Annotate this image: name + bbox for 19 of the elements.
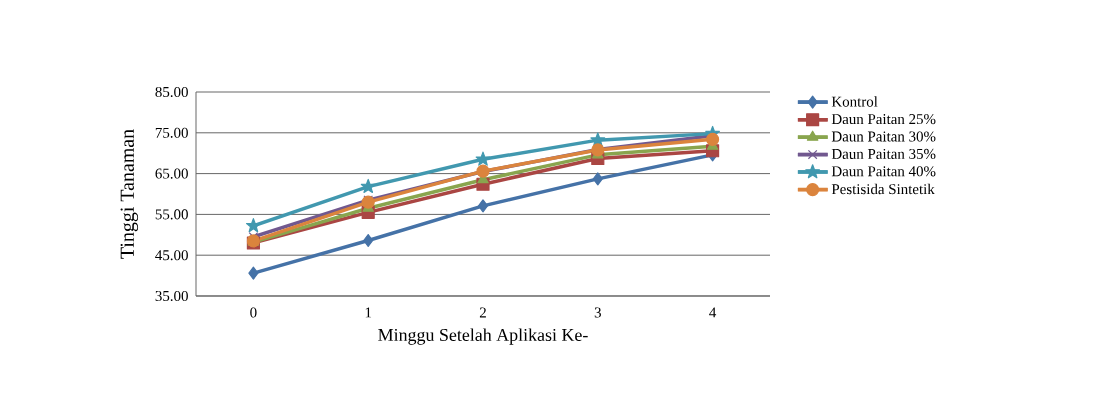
x-tick-label: 1 — [365, 307, 372, 318]
y-tick-label: 85.00 — [155, 86, 188, 98]
legend-label: Pestisida Sintetik — [831, 183, 935, 195]
x-tick-label: 0 — [250, 307, 257, 318]
x-axis-title: Minggu Setelah Aplikasi Ke- — [378, 328, 588, 345]
x-tick-label: 4 — [709, 307, 717, 318]
y-tick-label: 35.00 — [155, 290, 188, 302]
y-axis-title: Tinggi Tanaman — [120, 129, 139, 259]
y-tick-label: 45.00 — [155, 250, 188, 261]
y-tick-label: 65.00 — [155, 168, 188, 179]
legend-label: Kontrol — [831, 96, 878, 107]
legend-label: Daun Paitan 35% — [831, 148, 936, 159]
legend-label: Daun Paitan 25% — [831, 114, 936, 125]
legend-label: Daun Paitan 40% — [831, 166, 936, 177]
x-tick-label: 2 — [479, 307, 486, 318]
legend-label: Daun Paitan 30% — [831, 131, 936, 142]
y-tick-label: 75.00 — [155, 127, 188, 138]
y-tick-label: 55.00 — [155, 209, 188, 220]
x-tick-label: 3 — [594, 307, 601, 318]
